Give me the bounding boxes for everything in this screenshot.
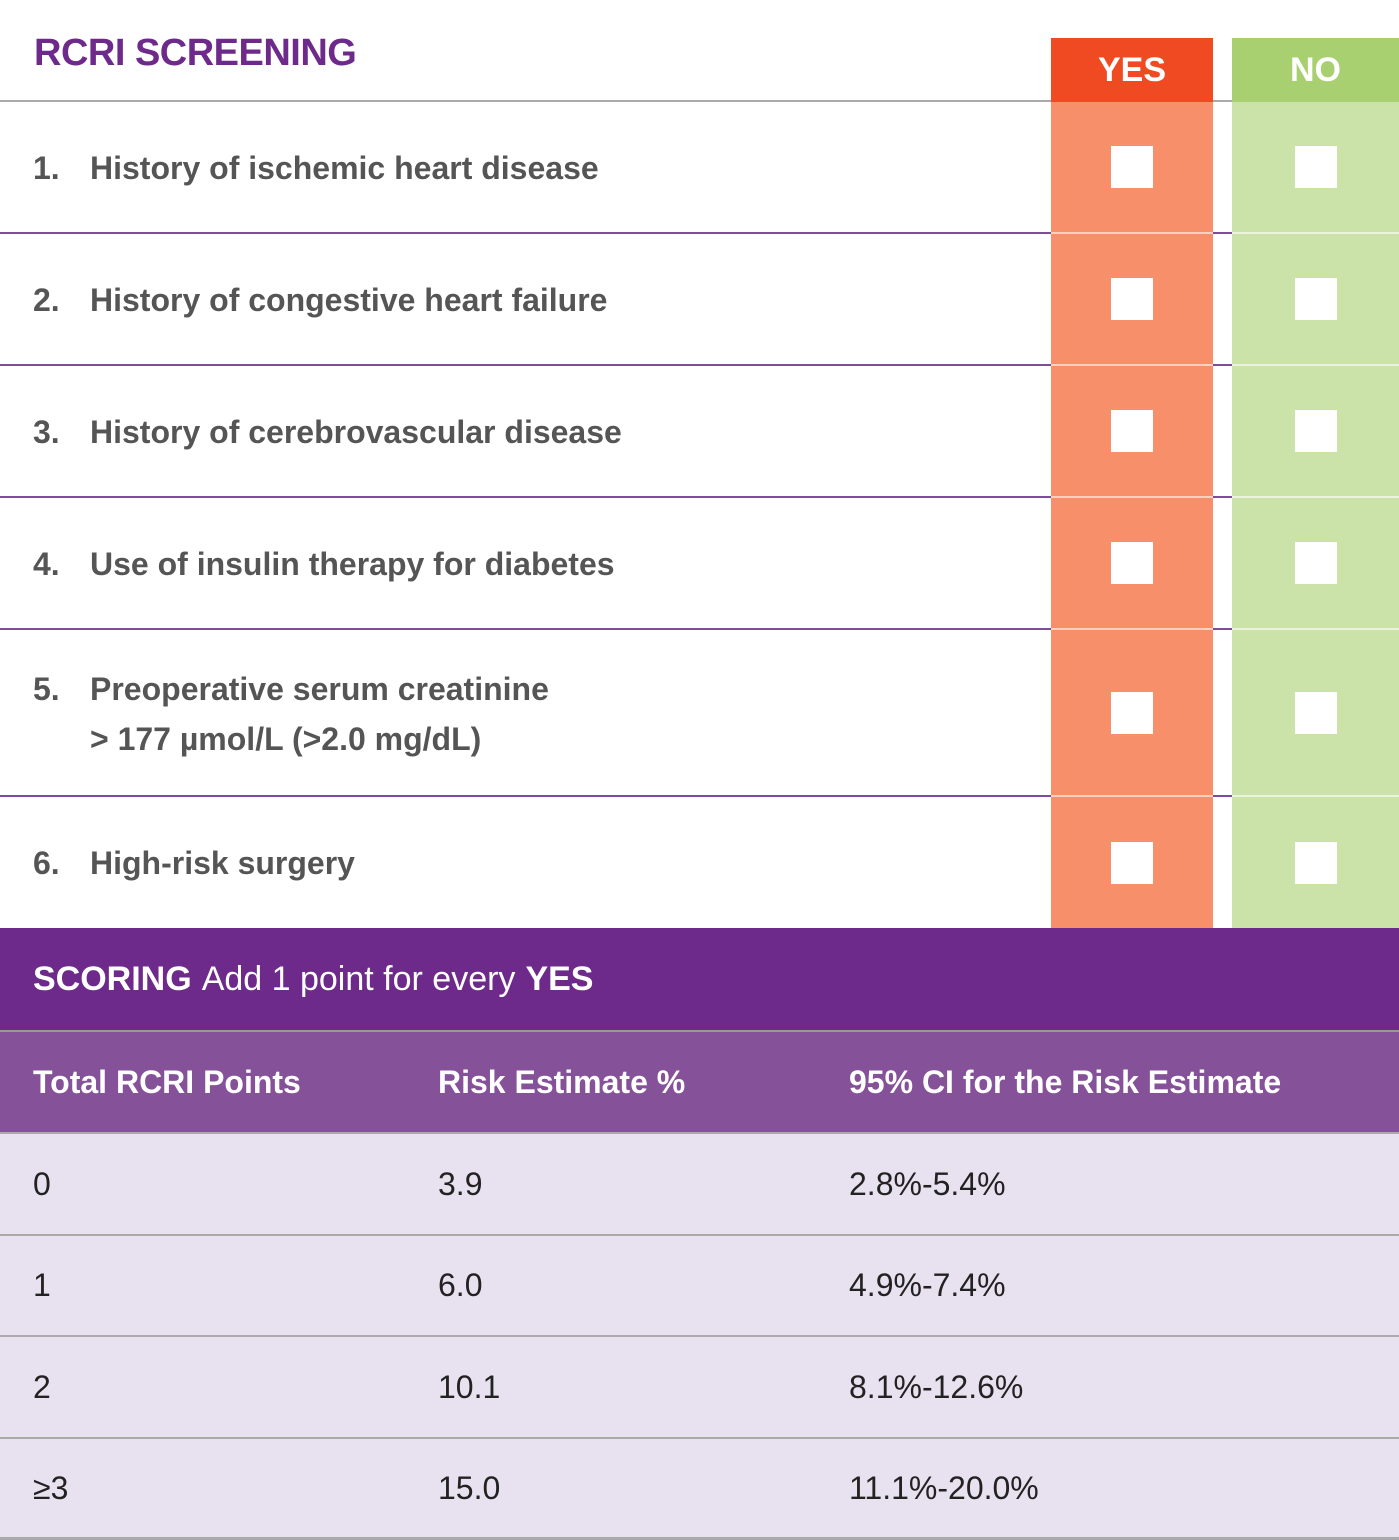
scoring-label: SCORING (33, 959, 192, 998)
divider (0, 100, 1051, 102)
no-checkbox[interactable] (1294, 146, 1337, 188)
criterion-number: 3. (33, 414, 60, 450)
score-table-header: Total RCRI Points Risk Estimate % 95% CI… (0, 1030, 1399, 1132)
yes-cell (1051, 630, 1213, 797)
table-cell: 2 (33, 1368, 51, 1405)
yes-checkbox[interactable] (1111, 410, 1153, 452)
table-cell: 11.1%-20.0% (849, 1470, 1039, 1506)
table-cell: 15.0 (438, 1470, 501, 1506)
no-cell (1232, 630, 1399, 797)
criterion-line: History of ischemic heart disease (90, 150, 599, 186)
table-row: 1 6.0 4.9%-7.4% (0, 1233, 1399, 1336)
yes-checkbox[interactable] (1111, 278, 1153, 320)
no-cell (1232, 102, 1399, 234)
table-cell: 0 (33, 1165, 51, 1202)
no-checkbox[interactable] (1294, 542, 1337, 584)
criterion-line: High-risk surgery (90, 844, 355, 881)
table-cell: 1 (33, 1267, 51, 1303)
divider (1213, 100, 1232, 102)
no-cell (1232, 797, 1399, 930)
criterion-text: High-risk surgery (90, 838, 355, 888)
scoring-banner: SCORING Add 1 point for every YES (0, 928, 1399, 1030)
table-row: 2 10.1 8.1%-12.6% (0, 1335, 1399, 1437)
page-title: RCRI SCREENING (34, 32, 357, 74)
yes-cell (1051, 102, 1213, 234)
criterion-line: Use of insulin therapy for diabetes (90, 546, 615, 582)
yes-checkbox[interactable] (1111, 841, 1153, 884)
criterion-text: History of cerebrovascular disease (90, 407, 622, 457)
table-cell: ≥3 (33, 1470, 69, 1506)
header-points: Total RCRI Points (33, 1063, 301, 1100)
criterion-line: Preoperative serum creatinine (90, 670, 549, 707)
criterion-row: 2. History of congestive heart failure (0, 234, 1399, 366)
criterion-text: History of congestive heart failure (90, 275, 607, 325)
criterion-number: 6. (33, 844, 60, 881)
yes-cell (1051, 234, 1213, 366)
no-checkbox[interactable] (1294, 278, 1337, 320)
table-cell: 10.1 (438, 1368, 501, 1405)
yes-checkbox[interactable] (1111, 691, 1153, 734)
scoring-yes: YES (525, 959, 594, 998)
table-cell: 2.8%-5.4% (849, 1165, 1006, 1202)
criterion-text: Use of insulin therapy for diabetes (90, 539, 615, 589)
criterion-line: > 177 µmol/L (>2.0 mg/dL) (90, 720, 482, 757)
yes-checkbox[interactable] (1111, 542, 1153, 584)
yes-column-header: YES (1051, 38, 1213, 102)
criterion-number: 2. (33, 282, 60, 318)
table-row: 0 3.9 2.8%-5.4% (0, 1132, 1399, 1234)
table-row: ≥3 15.0 11.1%-20.0% (0, 1436, 1399, 1539)
criterion-row: 4. Use of insulin therapy for diabetes (0, 498, 1399, 630)
yes-cell (1051, 797, 1213, 930)
criterion-text: Preoperative serum creatinine > 177 µmol/… (90, 664, 549, 764)
table-cell: 8.1%-12.6% (849, 1368, 1024, 1405)
criterion-row: 1. History of ischemic heart disease (0, 102, 1399, 234)
no-cell (1232, 234, 1399, 366)
criterion-row: 5. Preoperative serum creatinine > 177 µmo… (0, 630, 1399, 797)
criterion-line: History of congestive heart failure (90, 282, 608, 318)
criterion-line: History of cerebrovascular disease (90, 414, 622, 450)
no-cell (1232, 366, 1399, 498)
criterion-text: History of ischemic heart disease (90, 143, 599, 193)
no-column-header: NO (1232, 38, 1399, 102)
criterion-number: 1. (33, 150, 60, 186)
no-cell (1232, 498, 1399, 630)
criterion-number: 4. (33, 546, 60, 582)
no-checkbox[interactable] (1294, 691, 1337, 734)
no-checkbox[interactable] (1294, 841, 1337, 884)
header-ci: 95% CI for the Risk Estimate (849, 1063, 1282, 1100)
no-checkbox[interactable] (1294, 410, 1337, 452)
header-risk: Risk Estimate % (438, 1063, 686, 1100)
criterion-row: 6. High-risk surgery (0, 797, 1399, 930)
yes-cell (1051, 498, 1213, 630)
yes-checkbox[interactable] (1111, 146, 1153, 188)
yes-cell (1051, 366, 1213, 498)
divider (0, 1537, 1399, 1540)
criterion-number: 5. (33, 670, 60, 707)
table-cell: 4.9%-7.4% (849, 1267, 1006, 1303)
table-cell: 6.0 (438, 1267, 483, 1303)
criterion-row: 3. History of cerebrovascular disease (0, 366, 1399, 498)
scoring-text: Add 1 point for every (201, 959, 516, 998)
table-cell: 3.9 (438, 1165, 483, 1202)
